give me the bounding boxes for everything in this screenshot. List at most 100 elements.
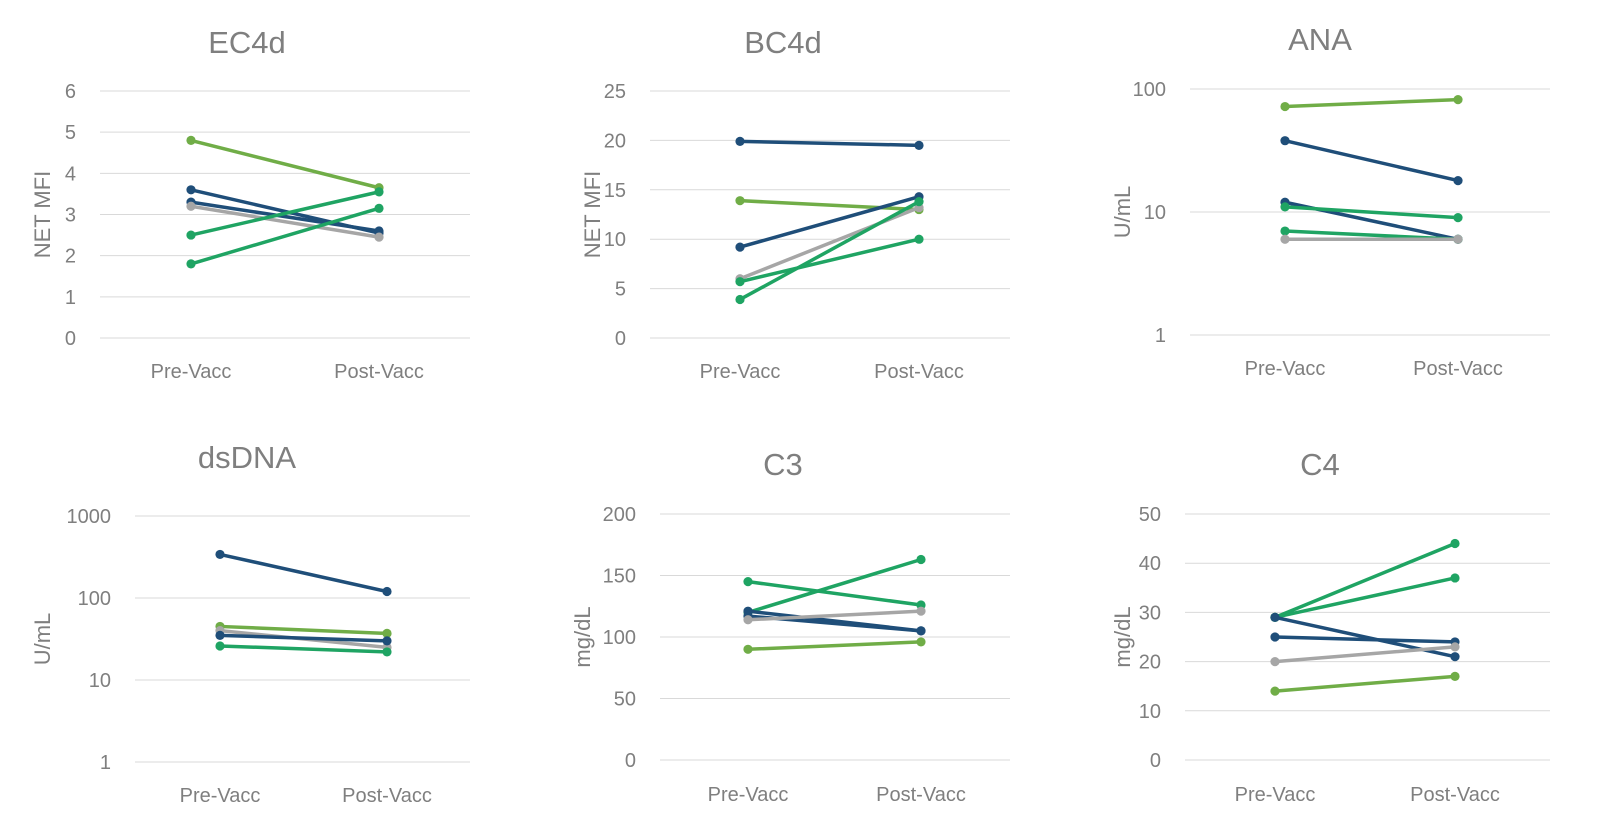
chart-panel-ana: ANA 1 10 100 U/mL Pre-Vacc Post-Vacc: [1080, 0, 1599, 410]
chart-title: C3: [763, 447, 803, 482]
series-line-s5: [189, 190, 381, 237]
y-tick-label: 1000: [67, 506, 112, 528]
data-point: [735, 196, 745, 206]
y-tick-label: 40: [1139, 553, 1161, 575]
series-line-s1: [189, 138, 381, 190]
chart-svg: dsDNA 1 10 100 1000 U/mL Pre-Vacc Post-Vacc: [30, 440, 470, 807]
y-tick-label: 0: [1150, 750, 1161, 772]
y-tick-label: 1: [1155, 325, 1166, 347]
series-line-s5: [1273, 645, 1457, 664]
y-tick-label: 100: [1133, 79, 1166, 101]
series-line-s6: [738, 199, 921, 302]
y-tick-label: 10: [1139, 701, 1161, 723]
data-point: [743, 615, 753, 625]
chart-title: dsDNA: [198, 440, 297, 475]
series-line-s4: [1273, 635, 1457, 644]
chart-svg: C4 0 10 20 30 40 50 mg/dL Pre-Vacc Post-Vacc: [1110, 447, 1550, 806]
y-tick-label: 10: [604, 229, 626, 251]
y-tick-label: 10: [89, 670, 111, 692]
series-line-s6: [746, 640, 923, 652]
chart-panel-dsdna: dsDNA 1 10 100 1000 U/mL Pre-Vacc Post-Vacc: [0, 420, 520, 830]
y-axis-label: U/mL: [1110, 186, 1135, 239]
series-line-s2: [218, 624, 389, 636]
y-tick-label: 6: [65, 81, 76, 103]
x-tick-label: Post-Vacc: [334, 361, 424, 383]
y-tick-label: 5: [65, 122, 76, 144]
data-point: [374, 232, 384, 242]
data-point: [914, 197, 924, 207]
data-point: [1450, 573, 1460, 583]
data-point: [382, 636, 392, 646]
chart-title: ANA: [1288, 22, 1352, 57]
data-point: [186, 259, 196, 269]
data-point: [215, 641, 225, 651]
data-point: [916, 554, 926, 565]
chart-svg: C3 0 50 100 150 200 mg/dL Pre-Vacc Post-Vacc: [570, 447, 1010, 806]
series-line-s3: [189, 200, 381, 233]
series-line-s5: [218, 644, 389, 654]
y-tick-label: 1: [100, 752, 111, 774]
y-axis-label: mg/dL: [570, 606, 595, 667]
series-line-s2: [738, 198, 921, 212]
data-point: [382, 586, 392, 597]
data-point: [1453, 95, 1463, 105]
y-tick-label: 30: [1139, 602, 1161, 624]
x-tick-label: Pre-Vacc: [180, 785, 261, 807]
data-point: [1450, 642, 1460, 652]
series-line-s6: [1273, 674, 1457, 693]
y-axis-label: U/mL: [30, 613, 55, 666]
y-tick-label: 100: [78, 588, 111, 610]
chart-svg: BC4d 0 5 10 15 20 25 NET MFI Pre-Vacc Post-Vacc: [580, 25, 1010, 383]
data-point: [1280, 234, 1290, 244]
y-tick-label: 25: [604, 81, 626, 103]
y-tick-label: 2: [65, 246, 76, 268]
y-axis-label: NET MFI: [30, 171, 55, 259]
series-line-s1: [1273, 541, 1457, 620]
data-point: [1270, 612, 1280, 622]
series-line-s4: [1283, 205, 1460, 220]
x-tick-label: Post-Vacc: [1413, 358, 1503, 380]
x-tick-label: Pre-Vacc: [700, 361, 781, 383]
series-line-s6: [189, 206, 381, 266]
y-tick-label: 10: [1144, 202, 1166, 224]
series-line-s1: [738, 139, 921, 148]
data-point: [916, 626, 926, 636]
series-line-s2: [746, 557, 923, 615]
chart-panel-c4: C4 0 10 20 30 40 50 mg/dL Pre-Vacc Post-Vacc: [1080, 420, 1599, 830]
data-point: [1450, 538, 1460, 549]
x-tick-label: Post-Vacc: [874, 361, 964, 383]
data-point: [1453, 234, 1463, 244]
data-point: [374, 187, 384, 197]
data-point: [735, 277, 745, 287]
data-point: [1270, 632, 1280, 642]
y-axis-label: NET MFI: [580, 171, 605, 259]
y-tick-label: 5: [615, 279, 626, 301]
data-point: [1280, 226, 1290, 236]
y-tick-label: 15: [604, 180, 626, 202]
data-point: [1453, 176, 1463, 186]
y-tick-label: 3: [65, 205, 76, 227]
data-point: [735, 136, 745, 146]
y-tick-label: 4: [65, 163, 76, 185]
series-line-s4: [218, 633, 389, 643]
series-line-s2: [1273, 576, 1457, 620]
data-point: [1280, 202, 1290, 212]
chart-panel-c3: C3 0 50 100 150 200 mg/dL Pre-Vacc Post-Vacc: [540, 420, 1060, 830]
chart-panel-ec4d: EC4d 0 1 2 3 4 5 6 NET MFI Pre-Vacc Post-Vacc: [0, 0, 520, 410]
data-point: [1453, 213, 1463, 223]
data-point: [735, 294, 745, 305]
y-tick-label: 20: [604, 130, 626, 152]
x-tick-label: Pre-Vacc: [708, 784, 789, 806]
y-tick-label: 200: [603, 504, 636, 526]
data-point: [916, 606, 926, 616]
data-point: [914, 140, 924, 150]
chart-panel-bc4d: BC4d 0 5 10 15 20 25 NET MFI Pre-Vacc Post-Vacc: [540, 0, 1060, 410]
series-line-s1: [1283, 97, 1460, 109]
data-point: [1450, 671, 1460, 681]
data-point: [743, 577, 753, 587]
y-tick-label: 0: [625, 750, 636, 772]
chart-svg: ANA 1 10 100 U/mL Pre-Vacc Post-Vacc: [1110, 22, 1550, 380]
x-tick-label: Post-Vacc: [876, 784, 966, 806]
data-point: [215, 549, 225, 560]
y-tick-label: 50: [1139, 504, 1161, 526]
